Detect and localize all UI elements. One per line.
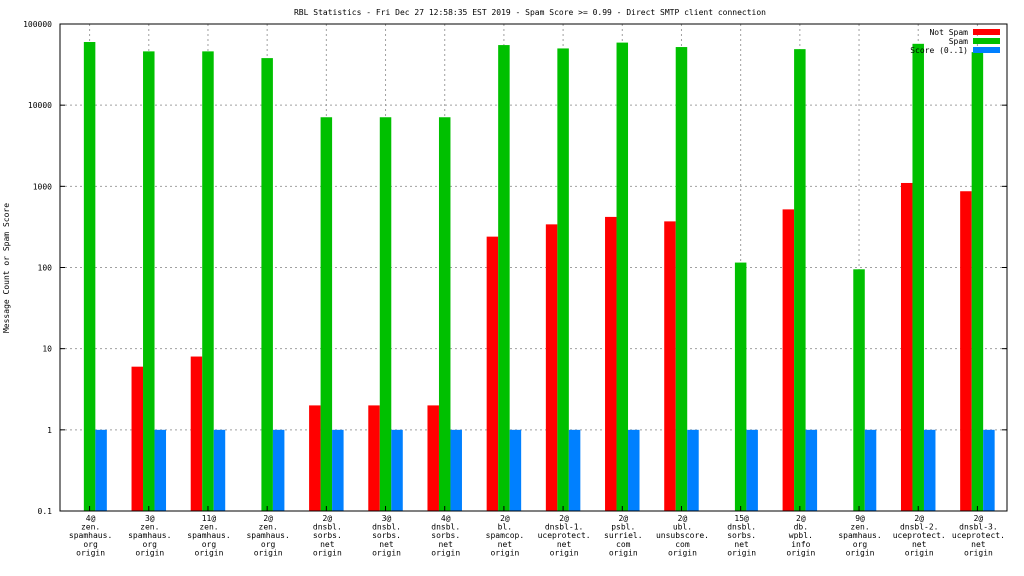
y-tick-label: 0.1: [38, 507, 53, 516]
bar-spam: [379, 117, 392, 511]
bar-spam: [616, 42, 629, 511]
bar-score-0-1: [332, 429, 344, 511]
axes: 0.1 1 10 100 1000 10000 100000 4@ zen. spamhaus. o…: [23, 20, 1007, 557]
bar-score-0-1: [95, 429, 107, 511]
x-tick-label: 2@ dnsbl-3. uceprotect. net origin: [952, 514, 1005, 557]
bar-spam: [83, 42, 96, 512]
bar-not-spam: [782, 209, 795, 511]
bar-score-0-1: [983, 429, 995, 511]
x-tick-label: 3@ zen. spamhaus. org origin: [128, 514, 171, 557]
x-tick-label: 11@ zen. spamhaus. org origin: [187, 514, 230, 557]
x-tick-label: 4@ zen. spamhaus. org origin: [69, 514, 112, 557]
y-tick-label: 1: [47, 426, 52, 435]
bar-not-spam: [368, 405, 380, 511]
bar-not-spam: [960, 191, 972, 511]
legend-swatch: [973, 38, 1000, 44]
bar-score-0-1: [805, 429, 818, 511]
bar-spam: [971, 52, 984, 511]
bar-score-0-1: [272, 429, 285, 511]
bar-not-spam: [605, 216, 617, 511]
x-tick-label: 9@ zen. spamhaus. org origin: [838, 514, 881, 557]
x-tick-label: 3@ dnsbl. sorbs. net origin: [372, 514, 401, 557]
bar-not-spam: [900, 182, 913, 511]
y-tick-label: 100000: [23, 20, 52, 29]
bar-score-0-1: [391, 429, 403, 511]
bar-spam: [438, 117, 451, 511]
bar-not-spam: [131, 366, 144, 511]
x-tick-label: 2@ psbl. surriel. com origin: [604, 514, 643, 557]
bar-spam: [261, 58, 273, 511]
bar-score-0-1: [154, 429, 167, 511]
bar-not-spam: [664, 221, 676, 511]
x-tick-label: 4@ dnsbl. sorbs. net origin: [431, 514, 460, 557]
bar-spam: [794, 49, 806, 511]
bar-not-spam: [309, 405, 321, 511]
bar-spam: [320, 117, 333, 511]
bar-score-0-1: [864, 429, 877, 511]
x-tick-label: 2@ db. wpbl. info origin: [786, 514, 815, 557]
bar-spam: [498, 45, 510, 512]
y-axis-label: Message Count or Spam Score: [2, 203, 11, 333]
bar-spam: [912, 43, 924, 512]
bar-not-spam: [427, 405, 439, 511]
bar-spam: [675, 47, 688, 512]
y-tick-label: 10000: [28, 101, 52, 110]
bar-score-0-1: [746, 429, 758, 511]
bar-spam: [202, 51, 214, 511]
bar-not-spam: [486, 236, 499, 511]
legend-label: Not Spam: [929, 28, 968, 37]
bar-score-0-1: [923, 429, 936, 511]
bar-score-0-1: [213, 429, 226, 511]
x-tick-label: 2@ bl. spamcop. net origin: [486, 514, 525, 557]
bars: [83, 42, 995, 512]
bar-spam: [557, 48, 569, 512]
bar-score-0-1: [687, 429, 699, 511]
legend-swatch: [973, 47, 1000, 53]
x-tick-label: 2@ ubl. unsubscore. com origin: [656, 514, 709, 557]
x-tick-label: 2@ dnsbl-2. uceprotect. net origin: [893, 514, 946, 557]
bar-not-spam: [190, 356, 203, 511]
bar-score-0-1: [628, 429, 640, 511]
x-tick-label: 15@ dnsbl. sorbs. net origin: [727, 514, 756, 557]
bar-spam: [143, 51, 155, 511]
y-tick-label: 1000: [33, 182, 52, 191]
bar-score-0-1: [509, 429, 522, 511]
bar-not-spam: [545, 224, 558, 511]
legend-label: Spam: [949, 37, 968, 46]
x-tick-label: 2@ zen. spamhaus. org origin: [246, 514, 289, 557]
chart-title: RBL Statistics - Fri Dec 27 12:58:35 EST…: [294, 8, 766, 17]
y-tick-label: 10: [42, 345, 52, 354]
y-tick-label: 100: [38, 264, 53, 273]
x-tick-label: 2@ dnsbl. sorbs. net origin: [313, 514, 342, 557]
bar-spam: [853, 269, 865, 511]
bar-score-0-1: [450, 429, 462, 511]
legend-label: Score (0..1): [910, 46, 968, 55]
x-tick-label: 2@ dnsbl-1. uceprotect. net origin: [538, 514, 591, 557]
bar-spam: [734, 262, 747, 511]
bar-score-0-1: [568, 429, 581, 511]
legend-swatch: [973, 29, 1000, 35]
